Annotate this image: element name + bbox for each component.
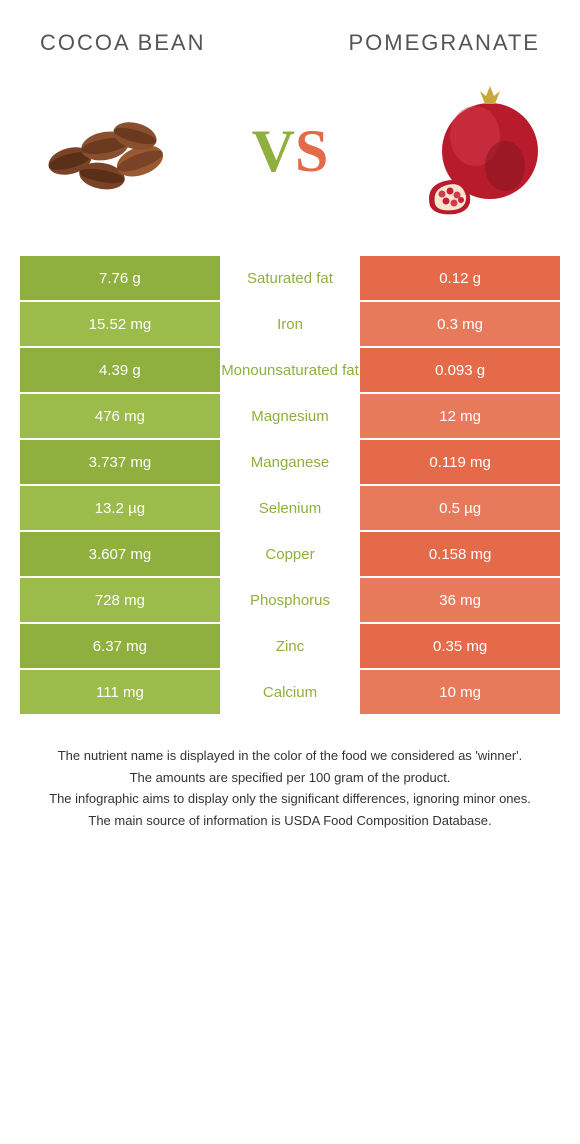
table-row: 4.39 gMonounsaturated fat0.093 g [20,348,560,392]
value-right: 0.158 mg [360,532,560,576]
title-left: COCOA BEAN [40,30,205,56]
table-row: 3.607 mgCopper0.158 mg [20,532,560,576]
vs-row: VS [0,66,580,256]
value-left: 476 mg [20,394,220,438]
table-row: 13.2 µgSelenium0.5 µg [20,486,560,530]
cocoa-bean-image [30,76,180,226]
nutrient-label: Phosphorus [220,578,360,622]
value-right: 0.3 mg [360,302,560,346]
value-left: 3.737 mg [20,440,220,484]
table-row: 476 mgMagnesium12 mg [20,394,560,438]
table-row: 6.37 mgZinc0.35 mg [20,624,560,668]
table-row: 7.76 gSaturated fat0.12 g [20,256,560,300]
value-right: 0.12 g [360,256,560,300]
nutrient-label: Selenium [220,486,360,530]
pomegranate-image [400,76,550,226]
value-left: 3.607 mg [20,532,220,576]
footer-notes: The nutrient name is displayed in the co… [0,716,580,830]
nutrient-label: Copper [220,532,360,576]
value-left: 15.52 mg [20,302,220,346]
title-right: POMEGRANATE [348,30,540,56]
value-right: 12 mg [360,394,560,438]
nutrient-label: Manganese [220,440,360,484]
vs-v: V [252,117,295,186]
value-right: 0.119 mg [360,440,560,484]
value-right: 0.35 mg [360,624,560,668]
value-right: 0.5 µg [360,486,560,530]
table-row: 111 mgCalcium10 mg [20,670,560,714]
value-right: 0.093 g [360,348,560,392]
value-left: 13.2 µg [20,486,220,530]
footer-line: The infographic aims to display only the… [30,789,550,809]
table-row: 3.737 mgManganese0.119 mg [20,440,560,484]
value-left: 728 mg [20,578,220,622]
footer-line: The main source of information is USDA F… [30,811,550,831]
vs-s: S [295,117,328,186]
nutrient-label: Magnesium [220,394,360,438]
vs-label: VS [252,117,329,186]
nutrient-label: Saturated fat [220,256,360,300]
nutrient-label: Monounsaturated fat [220,348,360,392]
nutrient-label: Calcium [220,670,360,714]
header-row: COCOA BEAN POMEGRANATE [0,0,580,66]
table-row: 15.52 mgIron0.3 mg [20,302,560,346]
nutrient-label: Iron [220,302,360,346]
footer-line: The amounts are specified per 100 gram o… [30,768,550,788]
value-left: 7.76 g [20,256,220,300]
table-row: 728 mgPhosphorus36 mg [20,578,560,622]
nutrient-label: Zinc [220,624,360,668]
value-right: 36 mg [360,578,560,622]
value-left: 4.39 g [20,348,220,392]
value-right: 10 mg [360,670,560,714]
footer-line: The nutrient name is displayed in the co… [30,746,550,766]
value-left: 6.37 mg [20,624,220,668]
value-left: 111 mg [20,670,220,714]
comparison-table: 7.76 gSaturated fat0.12 g15.52 mgIron0.3… [0,256,580,714]
